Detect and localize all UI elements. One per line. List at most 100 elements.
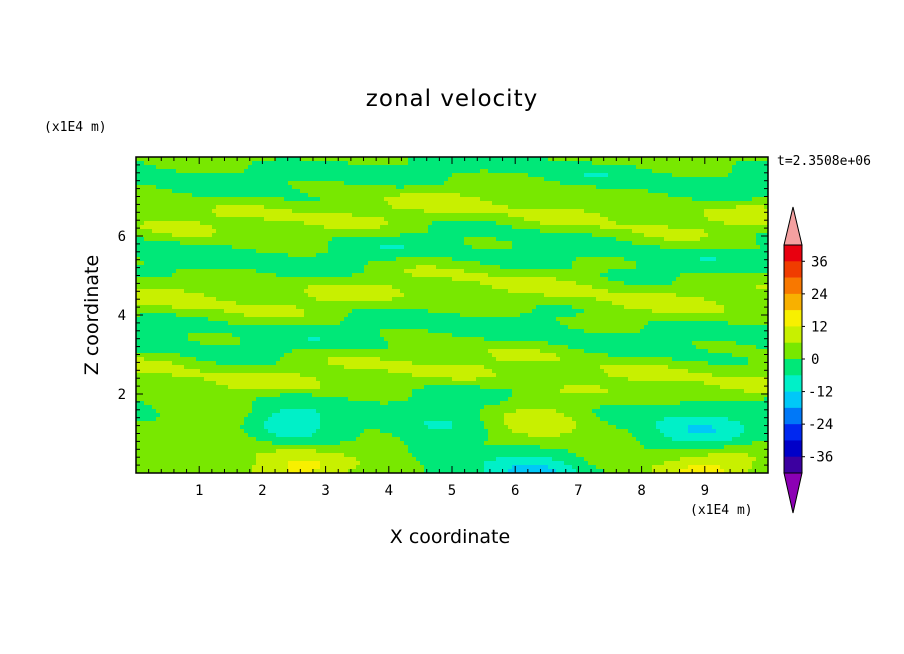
field-cell xyxy=(140,157,145,162)
field-cell xyxy=(552,221,557,226)
field-cell xyxy=(476,201,481,206)
field-cell xyxy=(276,157,281,162)
field-cell xyxy=(644,225,649,230)
field-cell xyxy=(752,261,757,266)
field-cell xyxy=(540,173,545,178)
field-cell xyxy=(448,189,453,194)
field-cell xyxy=(672,161,677,166)
field-cell xyxy=(572,157,577,162)
field-cell xyxy=(628,201,633,206)
field-cell xyxy=(508,217,513,222)
field-cell xyxy=(592,193,597,198)
field-cell xyxy=(168,165,173,170)
field-cell xyxy=(716,189,721,194)
field-cell xyxy=(356,173,361,178)
field-cell xyxy=(448,221,453,226)
field-cell xyxy=(704,257,709,262)
field-cell xyxy=(180,249,185,254)
field-cell xyxy=(720,173,725,178)
field-cell xyxy=(436,257,441,262)
field-cell xyxy=(232,269,237,274)
field-cell xyxy=(352,157,357,162)
field-cell xyxy=(368,253,373,258)
field-cell xyxy=(376,177,381,182)
field-cell xyxy=(616,185,621,190)
field-cell xyxy=(176,261,181,266)
field-cell xyxy=(340,205,345,210)
field-cell xyxy=(380,189,385,194)
field-cell xyxy=(620,213,625,218)
field-cell xyxy=(688,189,693,194)
field-cell xyxy=(448,201,453,206)
field-cell xyxy=(584,201,589,206)
field-cell xyxy=(592,165,597,170)
field-cell xyxy=(260,177,265,182)
field-cell xyxy=(520,265,525,270)
field-cell xyxy=(544,161,549,166)
field-cell xyxy=(136,225,141,230)
field-cell xyxy=(384,185,389,190)
field-cell xyxy=(536,225,541,230)
field-cell xyxy=(408,265,413,270)
field-cell xyxy=(468,213,473,218)
field-cell xyxy=(468,185,473,190)
field-cell xyxy=(560,253,565,258)
field-cell xyxy=(724,269,729,274)
field-cell xyxy=(168,209,173,214)
field-cell xyxy=(196,177,201,182)
field-cell xyxy=(648,217,653,222)
field-cell xyxy=(352,273,357,278)
field-cell xyxy=(144,165,149,170)
field-cell xyxy=(504,269,509,274)
field-cell xyxy=(528,261,533,266)
field-cell xyxy=(536,253,541,258)
field-cell xyxy=(180,229,185,234)
field-cell xyxy=(696,269,701,274)
field-cell xyxy=(560,245,565,250)
field-cell xyxy=(500,205,505,210)
field-cell xyxy=(564,277,569,282)
field-cell xyxy=(292,161,297,166)
field-cell xyxy=(572,241,577,246)
field-cell xyxy=(464,265,469,270)
field-cell xyxy=(752,165,757,170)
field-cell xyxy=(232,189,237,194)
field-cell xyxy=(408,177,413,182)
field-cell xyxy=(424,201,429,206)
field-cell xyxy=(252,185,257,190)
field-cell xyxy=(140,229,145,234)
field-cell xyxy=(168,177,173,182)
field-cell xyxy=(404,197,409,202)
field-cell xyxy=(512,185,517,190)
field-cell xyxy=(596,189,601,194)
field-cell xyxy=(316,205,321,210)
field-cell xyxy=(412,165,417,170)
field-cell xyxy=(156,193,161,198)
field-cell xyxy=(324,181,329,186)
field-cell xyxy=(596,273,601,278)
field-cell xyxy=(200,185,205,190)
field-cell xyxy=(596,181,601,186)
field-cell xyxy=(424,173,429,178)
field-cell xyxy=(484,233,489,238)
field-cell xyxy=(708,157,713,162)
field-cell xyxy=(388,273,393,278)
field-cell xyxy=(144,213,149,218)
field-cell xyxy=(636,157,641,162)
field-cell xyxy=(240,245,245,250)
field-cell xyxy=(452,221,457,226)
field-cell xyxy=(432,281,437,286)
field-cell xyxy=(484,201,489,206)
field-cell xyxy=(632,185,637,190)
field-cell xyxy=(564,161,569,166)
field-cell xyxy=(416,225,421,230)
field-cell xyxy=(212,281,217,286)
field-cell xyxy=(400,205,405,210)
field-cell xyxy=(552,201,557,206)
field-cell xyxy=(292,189,297,194)
field-cell xyxy=(572,229,577,234)
field-cell xyxy=(368,221,373,226)
field-cell xyxy=(616,241,621,246)
field-cell xyxy=(308,221,313,226)
field-cell xyxy=(612,209,617,214)
